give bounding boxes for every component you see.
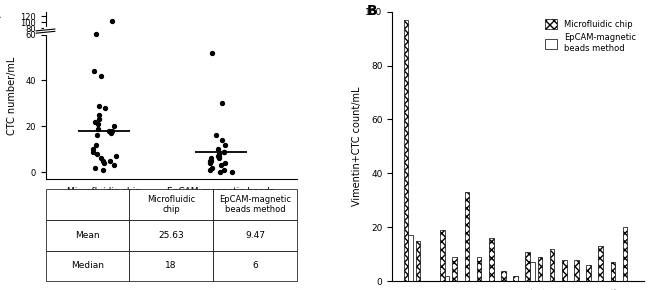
Bar (445, 276, 449, 281)
Bar (574, 260, 578, 281)
Point (96, 74, 106, 78)
Bar (530, 262, 535, 281)
Point (98, 168, 109, 172)
Bar (404, 20, 408, 281)
Legend: Microfluidic chip, EpCAM-magnetic
beads method: Microfluidic chip, EpCAM-magnetic beads … (541, 16, 640, 56)
Point (206, 156, 216, 161)
Point (94, 113, 105, 117)
Bar (465, 192, 469, 281)
Point (206, 158, 216, 163)
Point (90, 165, 100, 170)
Point (219, 149, 229, 154)
Point (220, 142, 230, 147)
Point (216, 138, 227, 142)
Point (107, 128, 118, 133)
Bar (476, 257, 482, 281)
Bar (599, 246, 603, 281)
Bar (416, 241, 421, 281)
Point (90, 119, 100, 124)
Point (104, 128, 114, 133)
Point (109, 124, 119, 129)
Point (93, 126, 103, 131)
Point (94, 103, 104, 108)
Bar (562, 260, 567, 281)
Bar (489, 238, 493, 281)
Point (107, 19, 117, 24)
Point (106, 131, 116, 135)
Point (92, 133, 102, 138)
Point (205, 161, 215, 165)
Point (91, 142, 101, 147)
Point (218, 149, 229, 154)
Bar (501, 271, 506, 281)
Point (99, 106, 110, 110)
Point (109, 163, 120, 168)
Point (213, 154, 224, 158)
Point (91, 32, 101, 36)
Point (220, 161, 231, 165)
Point (88, 147, 99, 152)
Point (219, 168, 229, 172)
Bar (623, 227, 627, 281)
Point (88, 149, 98, 154)
Bar (440, 230, 445, 281)
Y-axis label: CTC number/mL: CTC number/mL (7, 56, 18, 135)
Point (227, 170, 237, 175)
Point (213, 154, 224, 158)
Point (207, 50, 218, 55)
Point (205, 158, 216, 163)
Bar (514, 276, 518, 281)
Point (216, 163, 226, 168)
Point (213, 156, 224, 161)
Bar (452, 257, 457, 281)
Bar (586, 265, 591, 281)
Point (205, 168, 215, 172)
Point (214, 151, 224, 156)
Point (216, 101, 227, 106)
Point (211, 133, 221, 138)
Point (105, 158, 115, 163)
Y-axis label: Vimentin+CTC count/mL: Vimentin+CTC count/mL (352, 87, 363, 206)
Point (99, 161, 109, 165)
Point (213, 147, 223, 152)
Text: A: A (0, 7, 1, 21)
Point (93, 122, 103, 126)
Point (98, 158, 109, 163)
Point (88, 69, 99, 74)
Bar (610, 262, 616, 281)
Point (92, 151, 102, 156)
Bar (538, 257, 542, 281)
Point (94, 117, 105, 122)
Point (214, 170, 225, 175)
Bar (525, 252, 530, 281)
Point (207, 165, 217, 170)
Point (111, 154, 121, 158)
Bar (408, 235, 413, 281)
Point (96, 156, 106, 161)
Text: B: B (367, 3, 378, 17)
Bar (550, 249, 554, 281)
